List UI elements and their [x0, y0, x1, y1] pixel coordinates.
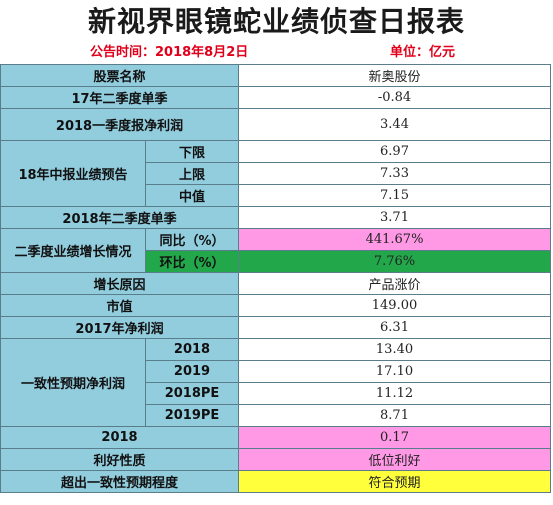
consensus-2019-label: 2019 [144, 360, 240, 383]
year-2018-label: 2018 [0, 426, 240, 449]
table-row: 2018一季度报净利润 3.44 [0, 108, 552, 141]
pe-2019-label: 2019PE [144, 404, 240, 427]
market-cap-label: 市值 [0, 294, 240, 317]
table-row: 环比（%） 7.76% [1, 250, 552, 273]
consensus-2018-label: 2018 [144, 338, 240, 361]
reason-value: 产品涨价 [238, 272, 552, 295]
market-cap-value: 149.00 [238, 294, 552, 317]
reason-label: 增长原因 [0, 272, 240, 295]
q2-2018-value: 3.71 [238, 206, 552, 229]
beat-label: 超出一致性预期程度 [0, 470, 240, 493]
table-row: 增长原因 产品涨价 [0, 272, 552, 295]
stock-name-label: 股票名称 [0, 64, 240, 87]
table-row: 2019PE 8.71 [1, 404, 552, 427]
table-row: 17年二季度单季 -0.84 [0, 86, 552, 109]
net-2017-value: 6.31 [238, 316, 552, 339]
consensus-2018-value: 13.40 [238, 338, 552, 361]
report-title: 新视界眼镜蛇业绩侦查日报表 [87, 5, 465, 38]
performance-table: 股票名称 新奥股份 17年二季度单季 -0.84 2018一季度报净利润 3.4… [0, 64, 552, 493]
pe-2018-value: 11.12 [238, 382, 552, 405]
net-2017-label: 2017年净利润 [0, 316, 240, 339]
pe-2018-label: 2018PE [144, 382, 240, 405]
unit-label: 单位：亿元 [390, 45, 456, 60]
qoq-label: 环比（%） [144, 250, 240, 273]
table-row: 一致性预期净利润 2018 13.40 [0, 338, 552, 427]
forecast-label: 18年中报业绩预告 [0, 140, 146, 207]
forecast-high-label: 上限 [144, 162, 240, 185]
yoy-label: 同比（%） [144, 228, 240, 251]
yoy-value: 441.67% [238, 228, 552, 251]
qoq-value: 7.76% [238, 250, 552, 273]
table-row: 2018年二季度单季 3.71 [0, 206, 552, 229]
forecast-high-value: 7.33 [238, 162, 552, 185]
consensus-label: 一致性预期净利润 [0, 338, 146, 427]
table-row: 中值 7.15 [1, 184, 552, 207]
nature-value: 低位利好 [238, 448, 552, 471]
q2-2017-label: 17年二季度单季 [0, 86, 240, 109]
table-row: 上限 7.33 [1, 162, 552, 185]
table-row: 2018 0.17 [0, 426, 552, 449]
forecast-mid-value: 7.15 [238, 184, 552, 207]
table-row: 超出一致性预期程度 符合预期 [0, 470, 552, 493]
forecast-low-value: 6.97 [238, 140, 552, 163]
q1-2018-value: 3.44 [238, 108, 552, 141]
growth-label: 二季度业绩增长情况 [0, 228, 146, 273]
q2-2018-label: 2018年二季度单季 [0, 206, 240, 229]
q2-2017-value: -0.84 [238, 86, 552, 109]
q1-2018-label: 2018一季度报净利润 [0, 108, 240, 141]
table-row: 2018PE 11.12 [1, 382, 552, 405]
stock-name-value: 新奥股份 [238, 64, 552, 87]
table-row: 市值 149.00 [0, 294, 552, 317]
pe-2019-value: 8.71 [238, 404, 552, 427]
forecast-low-label: 下限 [144, 140, 240, 163]
forecast-mid-label: 中值 [144, 184, 240, 207]
table-row: 利好性质 低位利好 [0, 448, 552, 471]
beat-value: 符合预期 [238, 470, 552, 493]
table-row: 18年中报业绩预告 下限 6.97 [0, 140, 552, 207]
table-row: 股票名称 新奥股份 [0, 64, 552, 87]
consensus-2019-value: 17.10 [238, 360, 552, 383]
year-2018-value: 0.17 [238, 426, 552, 449]
nature-label: 利好性质 [0, 448, 240, 471]
table-row: 二季度业绩增长情况 同比（%） 441.67% [0, 228, 552, 273]
announce-date: 公告时间：2018年8月2日 [90, 45, 249, 60]
table-row: 2017年净利润 6.31 [0, 316, 552, 339]
